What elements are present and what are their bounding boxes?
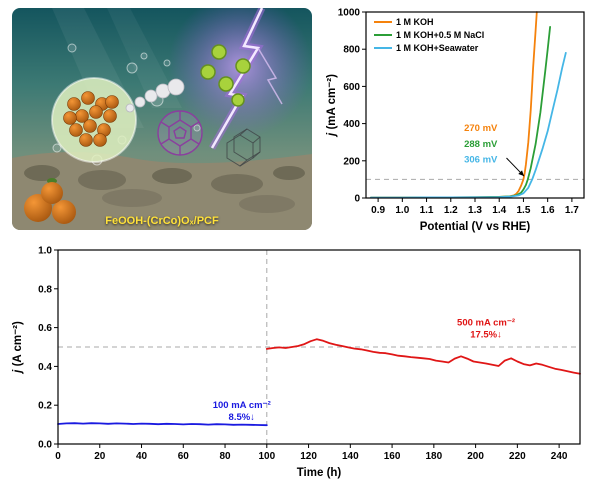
svg-text:20: 20 [94,451,106,462]
svg-text:140: 140 [342,451,359,462]
svg-text:0.4: 0.4 [38,362,52,373]
svg-text:600: 600 [343,82,360,93]
svg-text:1.1: 1.1 [420,205,434,216]
svg-text:500 mA cm⁻²: 500 mA cm⁻² [457,318,515,329]
svg-text:1 M KOH+Seawater: 1 M KOH+Seawater [396,43,479,53]
svg-text:240: 240 [551,451,568,462]
svg-text:1.2: 1.2 [444,205,458,216]
svg-text:220: 220 [509,451,526,462]
svg-text:400: 400 [343,119,360,130]
svg-text:17.5%↓: 17.5%↓ [470,329,502,340]
graphical-abstract-art [12,8,312,230]
white-sphere-chain-icon [125,78,185,113]
graphical-abstract-panel: FeOOH-(CrCo)Oₓ/PCF [12,8,312,230]
svg-text:160: 160 [384,451,401,462]
orange-spheres-icon [24,178,76,224]
stability-chart-panel: 0 20 40 60 80 100 120 140 160 180 200 220 240 0.0 0.2 0… [8,240,592,480]
svg-text:0.0: 0.0 [38,440,52,451]
svg-text:8.5%↓: 8.5%↓ [229,412,255,423]
light-ray [107,8,182,108]
svg-text:1.6: 1.6 [541,205,555,216]
svg-text:120: 120 [300,451,317,462]
svg-text:288 mV: 288 mV [464,139,498,150]
svg-text:1.5: 1.5 [516,205,530,216]
nanoparticle-cluster-icon [51,77,137,163]
svg-text:100: 100 [258,451,275,462]
svg-text:1 M KOH+0.5 M NaCl: 1 M KOH+0.5 M NaCl [396,30,484,40]
seafloor [12,152,312,230]
svg-text:180: 180 [425,451,442,462]
svg-text:200: 200 [343,156,360,167]
svg-text:1.3: 1.3 [468,205,482,216]
svg-text:270 mV: 270 mV [464,123,498,134]
svg-text:800: 800 [343,45,360,56]
lsv-chart-panel: 0.9 1.0 1.1 1.2 1.3 1.4 1.5 1.6 1.7 0 200 400 600 800… [322,4,594,234]
svg-text:60: 60 [178,451,190,462]
svg-text:1000: 1000 [338,8,361,19]
svg-text:j (A cm⁻²): j (A cm⁻²) [12,321,24,375]
svg-text:306 mV: 306 mV [464,155,498,166]
svg-text:0.6: 0.6 [38,323,52,334]
svg-text:Potential (V vs RHE): Potential (V vs RHE) [420,221,531,233]
stability-chart: 0 20 40 60 80 100 120 140 160 180 200 220 240 0.0 0.2 0… [12,246,581,479]
svg-text:40: 40 [136,451,148,462]
svg-text:80: 80 [219,451,231,462]
lsv-chart: 0.9 1.0 1.1 1.2 1.3 1.4 1.5 1.6 1.7 0 200 400 600 800… [326,8,585,233]
electron-coin-icon [200,44,251,107]
svg-text:200: 200 [467,451,484,462]
svg-text:100 mA cm⁻²: 100 mA cm⁻² [213,400,271,411]
svg-text:0.9: 0.9 [371,205,385,216]
fullerene-icon [157,110,203,156]
lattice-icon [226,128,261,167]
svg-text:1.7: 1.7 [565,205,579,216]
svg-text:1.0: 1.0 [38,246,52,257]
svg-text:j (mA cm⁻²): j (mA cm⁻²) [326,74,338,138]
svg-text:1.0: 1.0 [395,205,409,216]
catalyst-label: FeOOH-(CrCo)Oₓ/PCF [105,215,219,227]
svg-text:0: 0 [55,451,61,462]
svg-text:Time (h): Time (h) [297,467,342,479]
svg-text:0.8: 0.8 [38,284,52,295]
svg-text:0.2: 0.2 [38,401,52,412]
svg-text:1 M KOH: 1 M KOH [396,17,434,27]
svg-text:1.4: 1.4 [492,205,506,216]
svg-text:0: 0 [354,194,360,205]
